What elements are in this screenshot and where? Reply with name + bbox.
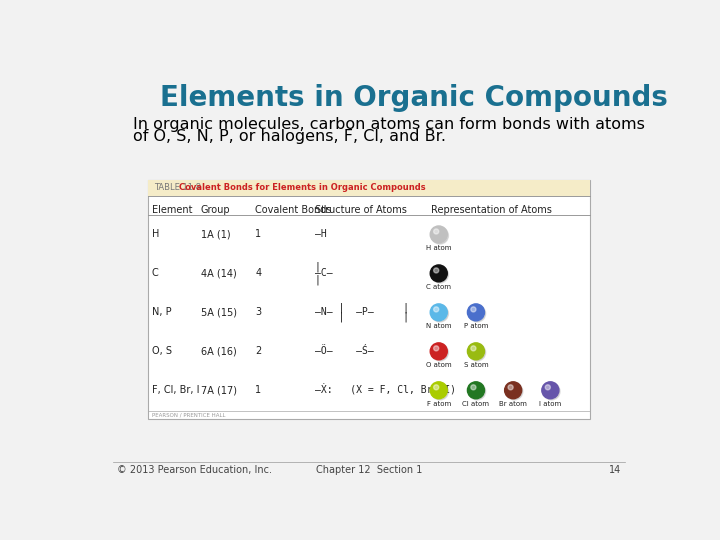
Text: F, Cl, Br, I: F, Cl, Br, I	[152, 385, 199, 395]
Circle shape	[431, 383, 449, 400]
Text: Br atom: Br atom	[499, 401, 527, 407]
Text: Element: Element	[152, 205, 192, 214]
Circle shape	[469, 344, 485, 361]
Text: |          |: | |	[315, 302, 409, 313]
Text: 3: 3	[255, 307, 261, 318]
Circle shape	[431, 265, 447, 282]
Text: 4A (14): 4A (14)	[201, 268, 237, 279]
Circle shape	[543, 383, 560, 400]
Text: —N—    —P—: —N— —P—	[315, 307, 374, 318]
Text: —H: —H	[315, 230, 326, 239]
Circle shape	[433, 346, 438, 351]
Text: Group: Group	[201, 205, 230, 214]
Text: P atom: P atom	[464, 323, 488, 329]
Circle shape	[433, 385, 438, 390]
Circle shape	[505, 382, 522, 399]
Circle shape	[469, 305, 485, 322]
Text: |: |	[315, 274, 320, 285]
Circle shape	[471, 385, 476, 390]
Circle shape	[505, 383, 523, 400]
Text: I atom: I atom	[539, 401, 562, 407]
Text: |: |	[315, 262, 320, 273]
Circle shape	[431, 305, 449, 322]
Text: —Ö—    —Ś—: —Ö— —Ś—	[315, 346, 374, 356]
Text: Covalent Bonds: Covalent Bonds	[255, 205, 332, 214]
Circle shape	[508, 385, 513, 390]
Text: © 2013 Pearson Education, Inc.: © 2013 Pearson Education, Inc.	[117, 465, 272, 475]
Circle shape	[545, 385, 550, 390]
Circle shape	[431, 226, 447, 243]
Circle shape	[471, 346, 476, 351]
Circle shape	[431, 304, 447, 321]
Circle shape	[467, 382, 485, 399]
FancyBboxPatch shape	[148, 180, 590, 195]
Text: O atom: O atom	[426, 362, 451, 368]
Circle shape	[467, 343, 485, 360]
Text: —C—: —C—	[315, 268, 333, 279]
Text: TABLE 11.8: TABLE 11.8	[153, 184, 206, 192]
Text: 5A (15): 5A (15)	[201, 307, 237, 318]
Text: 7A (17): 7A (17)	[201, 385, 237, 395]
Text: 2: 2	[255, 346, 261, 356]
Text: In organic molecules, carbon atoms can form bonds with atoms: In organic molecules, carbon atoms can f…	[132, 117, 644, 132]
Circle shape	[431, 227, 449, 244]
Circle shape	[433, 229, 438, 234]
Text: Covalent Bonds for Elements in Organic Compounds: Covalent Bonds for Elements in Organic C…	[179, 184, 426, 192]
Text: 1A (1): 1A (1)	[201, 230, 230, 239]
Text: of O, S, N, P, or halogens, F, Cl, and Br.: of O, S, N, P, or halogens, F, Cl, and B…	[132, 129, 446, 144]
Text: Cl atom: Cl atom	[462, 401, 490, 407]
Text: Elements in Organic Compounds: Elements in Organic Compounds	[160, 84, 667, 112]
Text: Structure of Atoms: Structure of Atoms	[315, 205, 407, 214]
Text: N, P: N, P	[152, 307, 171, 318]
Circle shape	[433, 268, 438, 273]
Text: PEARSON / PRENTICE HALL: PEARSON / PRENTICE HALL	[152, 413, 225, 417]
Circle shape	[433, 307, 438, 312]
Text: O, S: O, S	[152, 346, 172, 356]
FancyBboxPatch shape	[148, 180, 590, 419]
Text: Chapter 12  Section 1: Chapter 12 Section 1	[316, 465, 422, 475]
Text: H atom: H atom	[426, 245, 451, 251]
Text: 1: 1	[255, 385, 261, 395]
Text: 4: 4	[255, 268, 261, 279]
Text: Representation of Atoms: Representation of Atoms	[431, 205, 552, 214]
Text: F atom: F atom	[427, 401, 451, 407]
Circle shape	[431, 382, 447, 399]
Circle shape	[431, 343, 447, 360]
Circle shape	[471, 307, 476, 312]
Text: S atom: S atom	[464, 362, 488, 368]
Circle shape	[467, 304, 485, 321]
Text: 1: 1	[255, 230, 261, 239]
Text: N atom: N atom	[426, 323, 451, 329]
Text: —Ẋ:   (X = F, Cl, Br, I): —Ẋ: (X = F, Cl, Br, I)	[315, 384, 456, 396]
Circle shape	[431, 266, 449, 283]
Circle shape	[542, 382, 559, 399]
Circle shape	[469, 383, 485, 400]
Text: |          |: | |	[315, 312, 409, 322]
Text: C: C	[152, 268, 158, 279]
Text: 14: 14	[608, 465, 621, 475]
Text: H: H	[152, 230, 159, 239]
Circle shape	[431, 344, 449, 361]
Text: 6A (16): 6A (16)	[201, 346, 237, 356]
Text: C atom: C atom	[426, 284, 451, 290]
